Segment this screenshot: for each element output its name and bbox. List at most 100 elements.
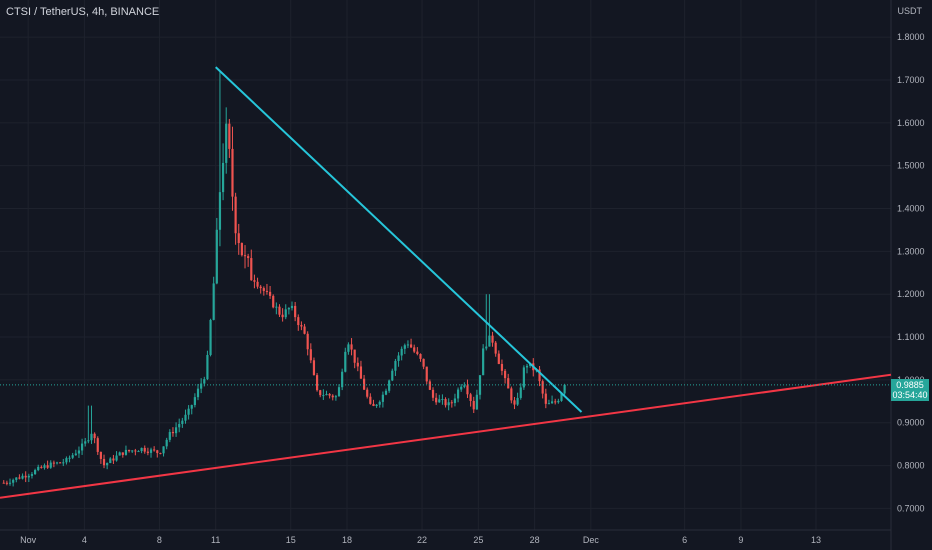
price-tick-label: 1.3000 — [897, 246, 925, 256]
candle-body — [40, 466, 43, 468]
candle-body — [306, 333, 309, 350]
candle-body — [256, 281, 259, 287]
candle-body — [347, 344, 350, 352]
candle-body — [231, 148, 234, 197]
candle-body — [149, 449, 153, 453]
candle-body — [322, 395, 325, 397]
candle-body — [87, 440, 90, 442]
candle-body — [187, 408, 190, 415]
candle-body — [153, 449, 156, 451]
candle-body — [397, 355, 400, 361]
candle-body — [99, 451, 102, 459]
candle-body — [557, 400, 560, 403]
candle-body — [312, 360, 316, 376]
price-tick-label: 1.2000 — [897, 289, 925, 299]
candle-body — [488, 335, 491, 347]
candle-body — [353, 349, 356, 363]
candle-body — [121, 452, 124, 455]
candle-body — [8, 482, 12, 484]
time-tick-label: 15 — [286, 535, 296, 545]
price-tick-label: 0.8000 — [897, 461, 925, 471]
candle-body — [441, 399, 444, 401]
candle-body — [228, 123, 231, 149]
candle-body — [33, 470, 37, 475]
candle-body — [196, 388, 200, 398]
candle-body — [550, 401, 554, 404]
candle-body — [350, 344, 353, 350]
candle-body — [331, 395, 334, 398]
candle-body — [409, 344, 413, 348]
candle-body — [162, 446, 165, 454]
candle-body — [237, 233, 240, 244]
candle-body — [422, 358, 425, 367]
candle-body — [106, 463, 109, 466]
candle-body — [325, 393, 328, 396]
candle-body — [547, 403, 551, 405]
candle-body — [425, 366, 428, 382]
candle-body — [315, 375, 319, 391]
candle-body — [519, 387, 522, 398]
candle-body — [71, 455, 74, 458]
candle-body — [143, 447, 146, 452]
time-tick-label: 18 — [342, 535, 352, 545]
candle-body — [59, 462, 62, 464]
candle-body — [428, 381, 431, 390]
candle-body — [431, 389, 435, 398]
candle-body — [362, 378, 366, 390]
candle-body — [55, 462, 59, 464]
candle-body — [456, 389, 460, 399]
candle-body — [369, 396, 372, 404]
candle-body — [525, 365, 529, 368]
candle-body — [513, 400, 516, 405]
candle-body — [544, 393, 547, 404]
trendline — [215, 66, 583, 413]
time-tick-label: 4 — [82, 535, 87, 545]
candle-body — [112, 458, 115, 461]
candle-body — [341, 371, 344, 388]
time-tick-label: 13 — [811, 535, 821, 545]
candle-body — [30, 474, 34, 476]
price-tick-label: 1.5000 — [897, 161, 925, 171]
candle-body — [140, 447, 143, 452]
candle-body — [447, 402, 450, 406]
time-tick-label: 25 — [473, 535, 483, 545]
candle-body — [319, 390, 322, 396]
time-tick-label: 28 — [530, 535, 540, 545]
candle-body — [74, 453, 77, 456]
candle-body — [403, 345, 406, 349]
time-tick-label: 11 — [211, 535, 220, 545]
candle-body — [375, 404, 378, 407]
candle-body — [475, 394, 478, 410]
candle-body — [109, 458, 112, 464]
candle-body — [366, 389, 369, 397]
candle-body — [281, 314, 284, 318]
candle-body — [27, 475, 30, 478]
candle-body — [497, 353, 500, 364]
candle-body — [378, 401, 381, 405]
candle-body — [5, 482, 8, 484]
candle-body — [218, 192, 222, 230]
candle-body — [178, 423, 181, 428]
candle-body — [234, 196, 237, 234]
candle-body — [297, 317, 300, 326]
candle-body — [102, 458, 106, 466]
candle-body — [384, 390, 388, 395]
candle-body — [15, 477, 18, 480]
candle-body — [400, 348, 403, 356]
candle-body — [93, 433, 96, 439]
time-tick-label: 22 — [417, 535, 427, 545]
candle-body — [510, 388, 513, 401]
candle-body — [174, 427, 178, 434]
candle-body — [359, 366, 363, 379]
candle-body — [80, 443, 84, 451]
candle-body — [560, 393, 563, 401]
candle-body — [516, 397, 519, 405]
candle-body — [200, 383, 203, 389]
candle-body — [300, 325, 303, 327]
candle-body — [247, 256, 250, 259]
candle-body — [18, 477, 21, 479]
candle-body — [438, 399, 441, 403]
candle-body — [131, 450, 134, 452]
